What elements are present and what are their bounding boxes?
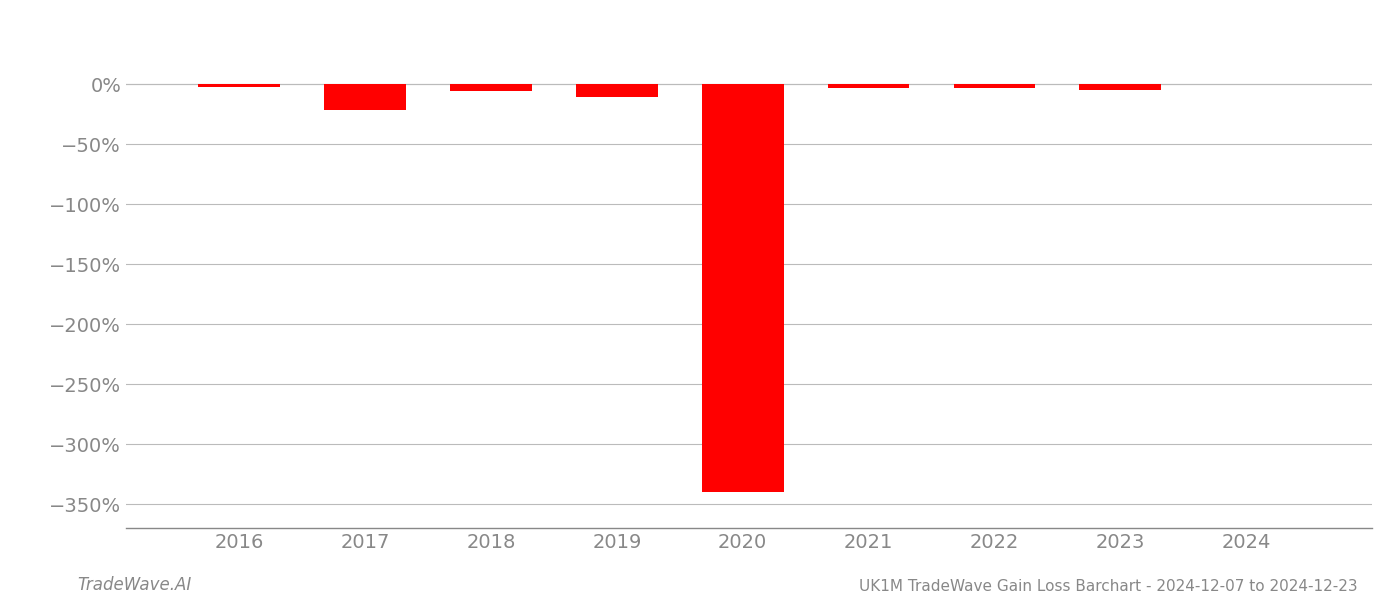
Bar — [827, 84, 910, 88]
Text: UK1M TradeWave Gain Loss Barchart - 2024-12-07 to 2024-12-23: UK1M TradeWave Gain Loss Barchart - 2024… — [860, 579, 1358, 594]
Bar — [1079, 84, 1161, 90]
Bar — [199, 84, 280, 87]
Text: TradeWave.AI: TradeWave.AI — [77, 576, 192, 594]
Bar — [449, 84, 532, 91]
Bar — [701, 84, 784, 492]
Bar — [953, 84, 1036, 88]
Bar — [325, 84, 406, 110]
Bar — [575, 84, 658, 97]
